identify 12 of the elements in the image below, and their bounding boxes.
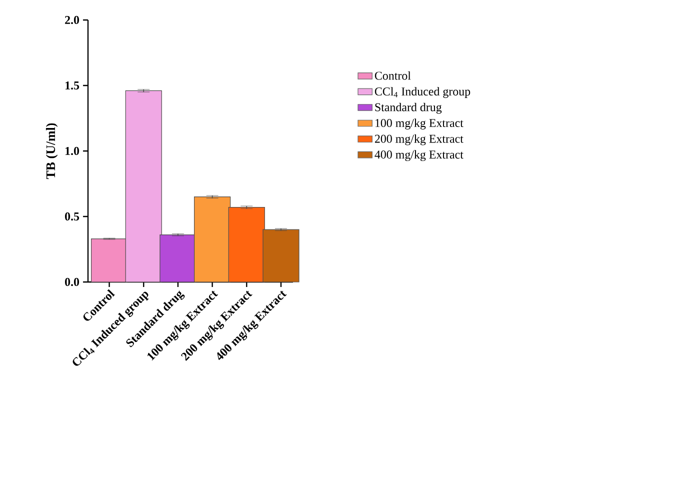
legend-label: 100 mg/kg Extract (376, 118, 464, 130)
legend-label: Control (374, 71, 411, 80)
y-tick-label: 0.0 (65, 278, 80, 286)
legend-label: 200 mg/kg Extract (374, 134, 464, 146)
y-axis-title: TB (U/ml) (46, 123, 58, 180)
legend-label: Standard drug (375, 102, 442, 114)
y-tick-label: 0.5 (65, 212, 80, 221)
legend-label: CCl$_{4}$ Induced group (374, 87, 470, 98)
y-tick-label: 1.5 (66, 81, 80, 90)
legend-label: 400 mg/kg Extract (374, 150, 464, 162)
y-tick-label: 2.0 (65, 16, 80, 24)
y-tick-label: 1.0 (66, 146, 80, 156)
